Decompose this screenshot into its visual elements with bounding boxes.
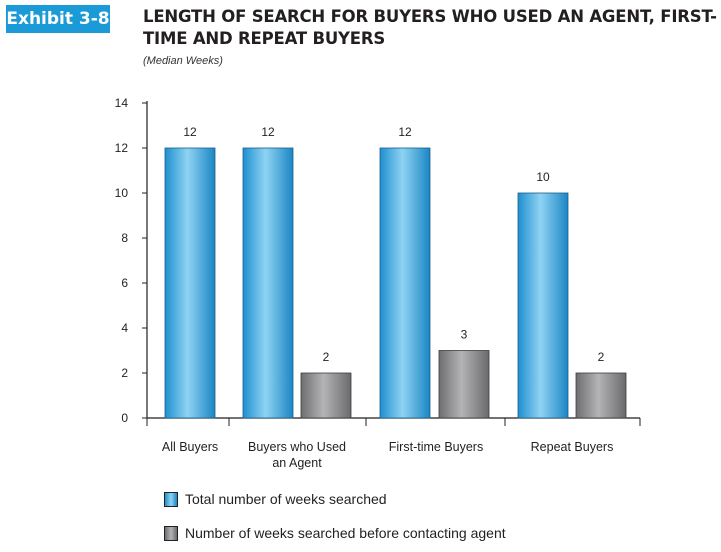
chart-labels: 12 All Buyers 12 2 Buyers who Used an Agent 12… [162,125,613,470]
legend-label-before-agent: Number of weeks searched before contacti… [185,525,506,541]
bar-total-weeks [379,147,431,419]
x-category-label: First-time Buyers [389,440,483,454]
data-label-total-weeks: 10 [536,170,550,184]
x-category-label: Buyers who Used [248,440,346,454]
legend-item-total: Total number of weeks searched [164,491,387,507]
x-category-label: Repeat Buyers [531,440,614,454]
bar-total-weeks [164,147,216,419]
y-tick-label: 8 [121,231,128,245]
legend-label-total: Total number of weeks searched [185,491,387,507]
y-tick-label: 10 [115,186,129,200]
data-label-weeks-before-agent: 2 [323,350,330,364]
legend-swatch-before-agent [164,525,178,541]
data-label-total-weeks: 12 [398,125,412,139]
bar-weeks-before-agent [300,372,352,419]
x-category-label: All Buyers [162,440,218,454]
chart-title: LENGTH OF SEARCH FOR BUYERS WHO USED AN … [143,7,717,48]
y-tick-label: 4 [121,321,128,335]
data-label-weeks-before-agent: 2 [598,350,605,364]
bar-total-weeks [242,147,294,419]
y-tick-label: 14 [115,96,129,110]
y-tick-label: 2 [121,366,128,380]
data-label-weeks-before-agent: 3 [461,328,468,342]
legend-swatch-total [164,491,178,507]
exhibit-label: Exhibit 3-8 [6,5,110,33]
data-label-total-weeks: 12 [261,125,275,139]
bar-weeks-before-agent [438,350,490,419]
bar-total-weeks [517,192,569,419]
y-tick-label: 6 [121,276,128,290]
y-tick-label: 0 [121,411,128,425]
chart-bars [164,147,627,419]
legend-item-before-agent: Number of weeks searched before contacti… [164,525,506,541]
bar-weeks-before-agent [575,372,627,419]
chart-subtitle: (Median Weeks) [143,55,223,67]
data-label-total-weeks: 12 [183,125,197,139]
x-category-label: an Agent [272,456,322,470]
y-tick-label: 12 [115,141,129,155]
